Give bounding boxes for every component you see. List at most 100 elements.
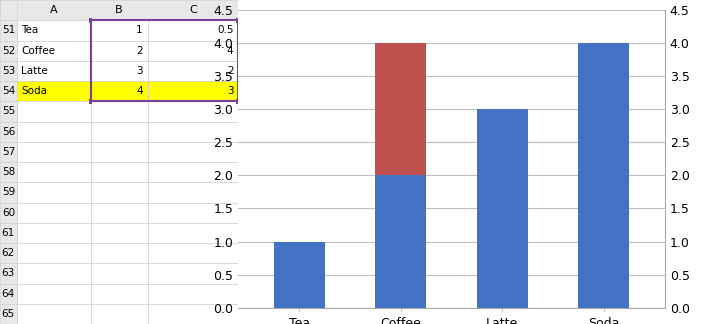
Text: 60: 60 — [1, 208, 15, 218]
Bar — [90, 40, 148, 61]
Bar — [16, 162, 90, 182]
Text: 55: 55 — [1, 106, 15, 116]
Bar — [0, 40, 16, 61]
Bar — [236, 18, 240, 23]
Bar — [16, 284, 90, 304]
Bar — [0, 81, 16, 101]
Bar — [148, 40, 238, 61]
Bar — [90, 81, 148, 101]
Bar — [0, 162, 16, 182]
Bar — [90, 284, 148, 304]
Bar — [148, 162, 238, 182]
Bar — [148, 61, 238, 81]
Text: 0.5: 0.5 — [217, 25, 233, 35]
Bar — [90, 182, 148, 202]
Bar — [90, 202, 148, 223]
Bar — [0, 263, 16, 284]
Bar — [16, 142, 90, 162]
Bar — [0, 0, 238, 20]
Bar — [16, 243, 90, 263]
Text: 57: 57 — [1, 147, 15, 157]
Bar — [148, 304, 238, 324]
Bar — [0, 223, 16, 243]
Bar — [90, 142, 148, 162]
Text: 61: 61 — [1, 228, 15, 238]
Bar — [274, 275, 324, 308]
Text: C: C — [189, 5, 197, 15]
Bar — [148, 101, 238, 122]
Bar — [90, 61, 148, 81]
Bar — [16, 122, 90, 142]
Text: 56: 56 — [1, 127, 15, 137]
Bar — [89, 99, 92, 104]
Bar — [0, 61, 16, 81]
Bar — [0, 243, 16, 263]
Bar — [148, 81, 238, 101]
Bar — [16, 20, 90, 40]
Bar — [90, 122, 148, 142]
Bar — [375, 175, 426, 308]
Bar — [148, 142, 238, 162]
Bar — [0, 101, 16, 122]
Text: 58: 58 — [1, 167, 15, 177]
Bar — [90, 101, 148, 122]
Bar — [16, 101, 90, 122]
Bar — [16, 40, 90, 61]
Bar — [16, 223, 90, 243]
Bar — [477, 109, 528, 308]
Text: 2: 2 — [227, 66, 233, 76]
Bar — [90, 20, 148, 40]
Bar — [16, 304, 90, 324]
Text: 4: 4 — [137, 86, 143, 96]
Bar — [148, 122, 238, 142]
Bar — [16, 81, 90, 101]
Bar — [90, 223, 148, 243]
Bar — [148, 243, 238, 263]
Bar — [0, 122, 16, 142]
Bar — [148, 202, 238, 223]
Bar — [89, 18, 92, 23]
Bar — [16, 202, 90, 223]
Bar — [90, 263, 148, 284]
Text: 64: 64 — [1, 289, 15, 299]
Bar — [0, 304, 16, 324]
Text: 54: 54 — [1, 86, 15, 96]
Text: 3: 3 — [227, 86, 233, 96]
Bar — [90, 304, 148, 324]
Text: 3: 3 — [137, 66, 143, 76]
Bar — [16, 182, 90, 202]
Text: 53: 53 — [1, 66, 15, 76]
Text: 63: 63 — [1, 268, 15, 278]
Text: 51: 51 — [1, 25, 15, 35]
Text: 1: 1 — [137, 25, 143, 35]
Bar — [0, 20, 16, 40]
Bar — [90, 20, 238, 101]
Text: 2: 2 — [137, 46, 143, 56]
Bar — [148, 263, 238, 284]
Bar — [274, 242, 324, 308]
Bar — [579, 43, 629, 308]
Bar — [148, 284, 238, 304]
Bar — [0, 284, 16, 304]
Bar — [0, 0, 16, 20]
Text: 65: 65 — [1, 309, 15, 319]
Text: Latte: Latte — [21, 66, 48, 76]
Bar — [148, 20, 238, 40]
Bar — [148, 182, 238, 202]
Text: 52: 52 — [1, 46, 15, 56]
Bar — [90, 162, 148, 182]
Bar — [579, 109, 629, 308]
Text: Soda: Soda — [21, 86, 48, 96]
Bar — [0, 202, 16, 223]
Bar — [148, 223, 238, 243]
Bar — [477, 175, 528, 308]
Text: Coffee: Coffee — [21, 46, 55, 56]
Text: 62: 62 — [1, 248, 15, 258]
Text: A: A — [50, 5, 58, 15]
Bar — [375, 43, 426, 308]
Text: 59: 59 — [1, 187, 15, 197]
Bar — [236, 99, 240, 104]
Bar — [0, 142, 16, 162]
Bar — [16, 61, 90, 81]
Bar — [0, 182, 16, 202]
